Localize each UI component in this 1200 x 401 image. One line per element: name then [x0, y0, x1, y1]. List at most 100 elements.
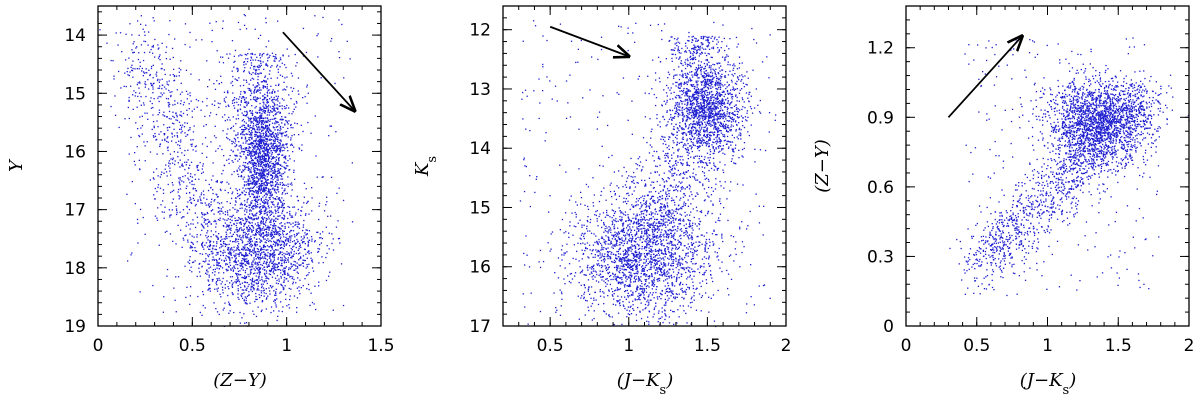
data-point [192, 139, 194, 141]
data-point [290, 87, 292, 89]
data-point [204, 261, 206, 263]
data-point [241, 112, 243, 114]
data-point [259, 172, 262, 174]
data-point [274, 164, 276, 166]
data-point [164, 73, 166, 76]
data-point [271, 122, 274, 124]
data-point [203, 221, 205, 223]
data-point [696, 101, 699, 103]
data-point [236, 170, 238, 172]
data-point [275, 282, 278, 284]
data-point [332, 249, 335, 251]
data-point [678, 104, 680, 106]
data-point [190, 100, 192, 102]
data-point [190, 247, 192, 249]
data-point [279, 112, 281, 114]
data-point [248, 48, 250, 50]
data-point [106, 42, 108, 44]
data-point [732, 155, 734, 157]
data-point [283, 252, 285, 255]
data-point [205, 260, 207, 262]
data-point [259, 54, 261, 56]
data-point [197, 169, 200, 171]
data-point [298, 227, 301, 229]
data-point [255, 192, 258, 194]
data-point [290, 126, 292, 129]
data-point [148, 31, 150, 33]
data-point [239, 193, 242, 196]
data-point [708, 112, 710, 114]
data-point [258, 227, 260, 230]
data-point [265, 298, 268, 300]
data-point [722, 85, 724, 87]
data-point [256, 118, 258, 120]
data-point [253, 218, 255, 220]
data-point [210, 112, 212, 114]
data-point [237, 276, 239, 279]
data-point [291, 249, 293, 251]
data-point [188, 179, 190, 181]
data-point [237, 134, 239, 136]
data-point [267, 200, 269, 202]
data-point [305, 234, 307, 236]
data-point [269, 198, 271, 200]
data-point [304, 248, 306, 251]
data-point [238, 217, 240, 219]
data-point [301, 144, 303, 146]
data-point [277, 100, 279, 102]
data-point [276, 64, 279, 66]
data-point [259, 267, 262, 269]
data-point [223, 242, 225, 245]
data-point [277, 172, 279, 174]
data-point [224, 114, 226, 116]
data-point [725, 87, 727, 90]
data-point [251, 110, 253, 112]
data-point [226, 212, 229, 214]
data-point [274, 299, 276, 301]
data-point [308, 250, 310, 252]
data-point [201, 39, 203, 41]
data-point [237, 293, 239, 295]
data-point [200, 192, 203, 194]
data-point [282, 288, 284, 290]
data-point [263, 148, 266, 150]
data-point [221, 286, 224, 288]
data-point [235, 134, 237, 137]
data-point [143, 31, 146, 33]
data-point [270, 210, 272, 212]
data-point [186, 122, 188, 124]
data-point [278, 227, 280, 229]
data-point [713, 118, 715, 120]
data-point [133, 51, 135, 53]
data-point [274, 122, 276, 124]
data-point [250, 229, 253, 231]
data-point [230, 229, 232, 232]
data-point [285, 239, 287, 241]
data-point [718, 94, 721, 97]
data-point [253, 162, 255, 164]
data-point [250, 235, 252, 237]
data-point [293, 171, 295, 173]
data-point [241, 96, 244, 98]
data-point [226, 280, 228, 282]
data-point [141, 133, 143, 135]
data-point [174, 103, 176, 106]
data-point [255, 254, 257, 256]
data-point [262, 111, 264, 113]
data-point [237, 288, 239, 290]
data-point [216, 311, 219, 313]
data-point [274, 209, 276, 211]
data-point [131, 69, 133, 71]
data-point [202, 163, 204, 165]
data-point [311, 260, 313, 262]
data-point [207, 279, 209, 281]
data-point [257, 276, 260, 278]
data-point [273, 249, 275, 252]
data-point [184, 168, 186, 171]
data-point [255, 116, 257, 118]
data-point [256, 98, 259, 100]
data-point [279, 145, 281, 147]
data-point [269, 147, 271, 149]
data-point [236, 169, 238, 171]
data-point [243, 184, 245, 186]
